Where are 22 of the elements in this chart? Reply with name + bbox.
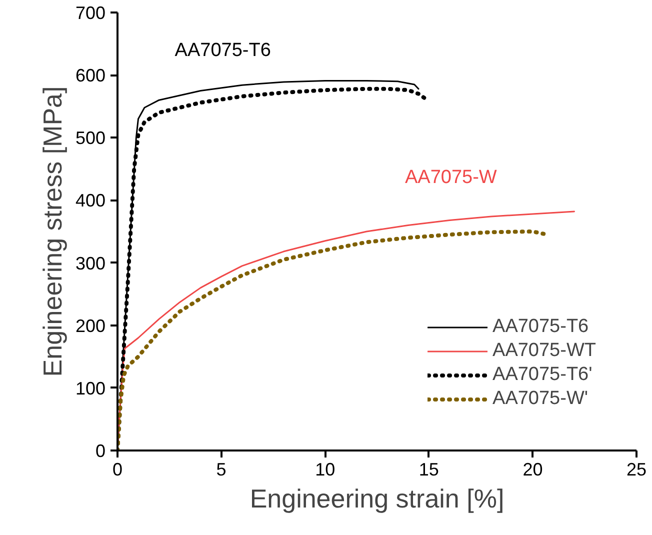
x-tick-label: 25: [626, 460, 647, 480]
legend-label: AA7075-T6': [492, 364, 592, 386]
x-axis-title: Engineering strain [%]: [250, 484, 504, 514]
x-tick-label: 20: [522, 460, 543, 480]
y-tick-label: 300: [75, 253, 106, 274]
y-axis-title: Engineering stress [MPa]: [37, 86, 68, 377]
y-tick-label: 400: [75, 190, 106, 211]
legend-label: AA7075-W': [492, 388, 588, 410]
x-tick-label: 15: [418, 460, 439, 480]
y-tick-label: 200: [75, 316, 106, 336]
y-tick-label: 100: [75, 378, 106, 398]
y-tick-label: 0: [95, 441, 106, 461]
annotation: AA7075-W: [404, 166, 497, 188]
x-tick-label: 0: [112, 460, 123, 480]
y-tick-label: 600: [75, 66, 106, 86]
x-tick-label: 10: [315, 460, 336, 480]
y-tick-label: 500: [75, 128, 106, 148]
annotation: AA7075-T6: [174, 40, 271, 62]
legend-label: AA7075-T6: [492, 316, 589, 338]
x-tick-label: 5: [216, 460, 226, 480]
y-tick-label: 700: [75, 3, 106, 23]
legend-label: AA7075-WT: [492, 340, 596, 362]
